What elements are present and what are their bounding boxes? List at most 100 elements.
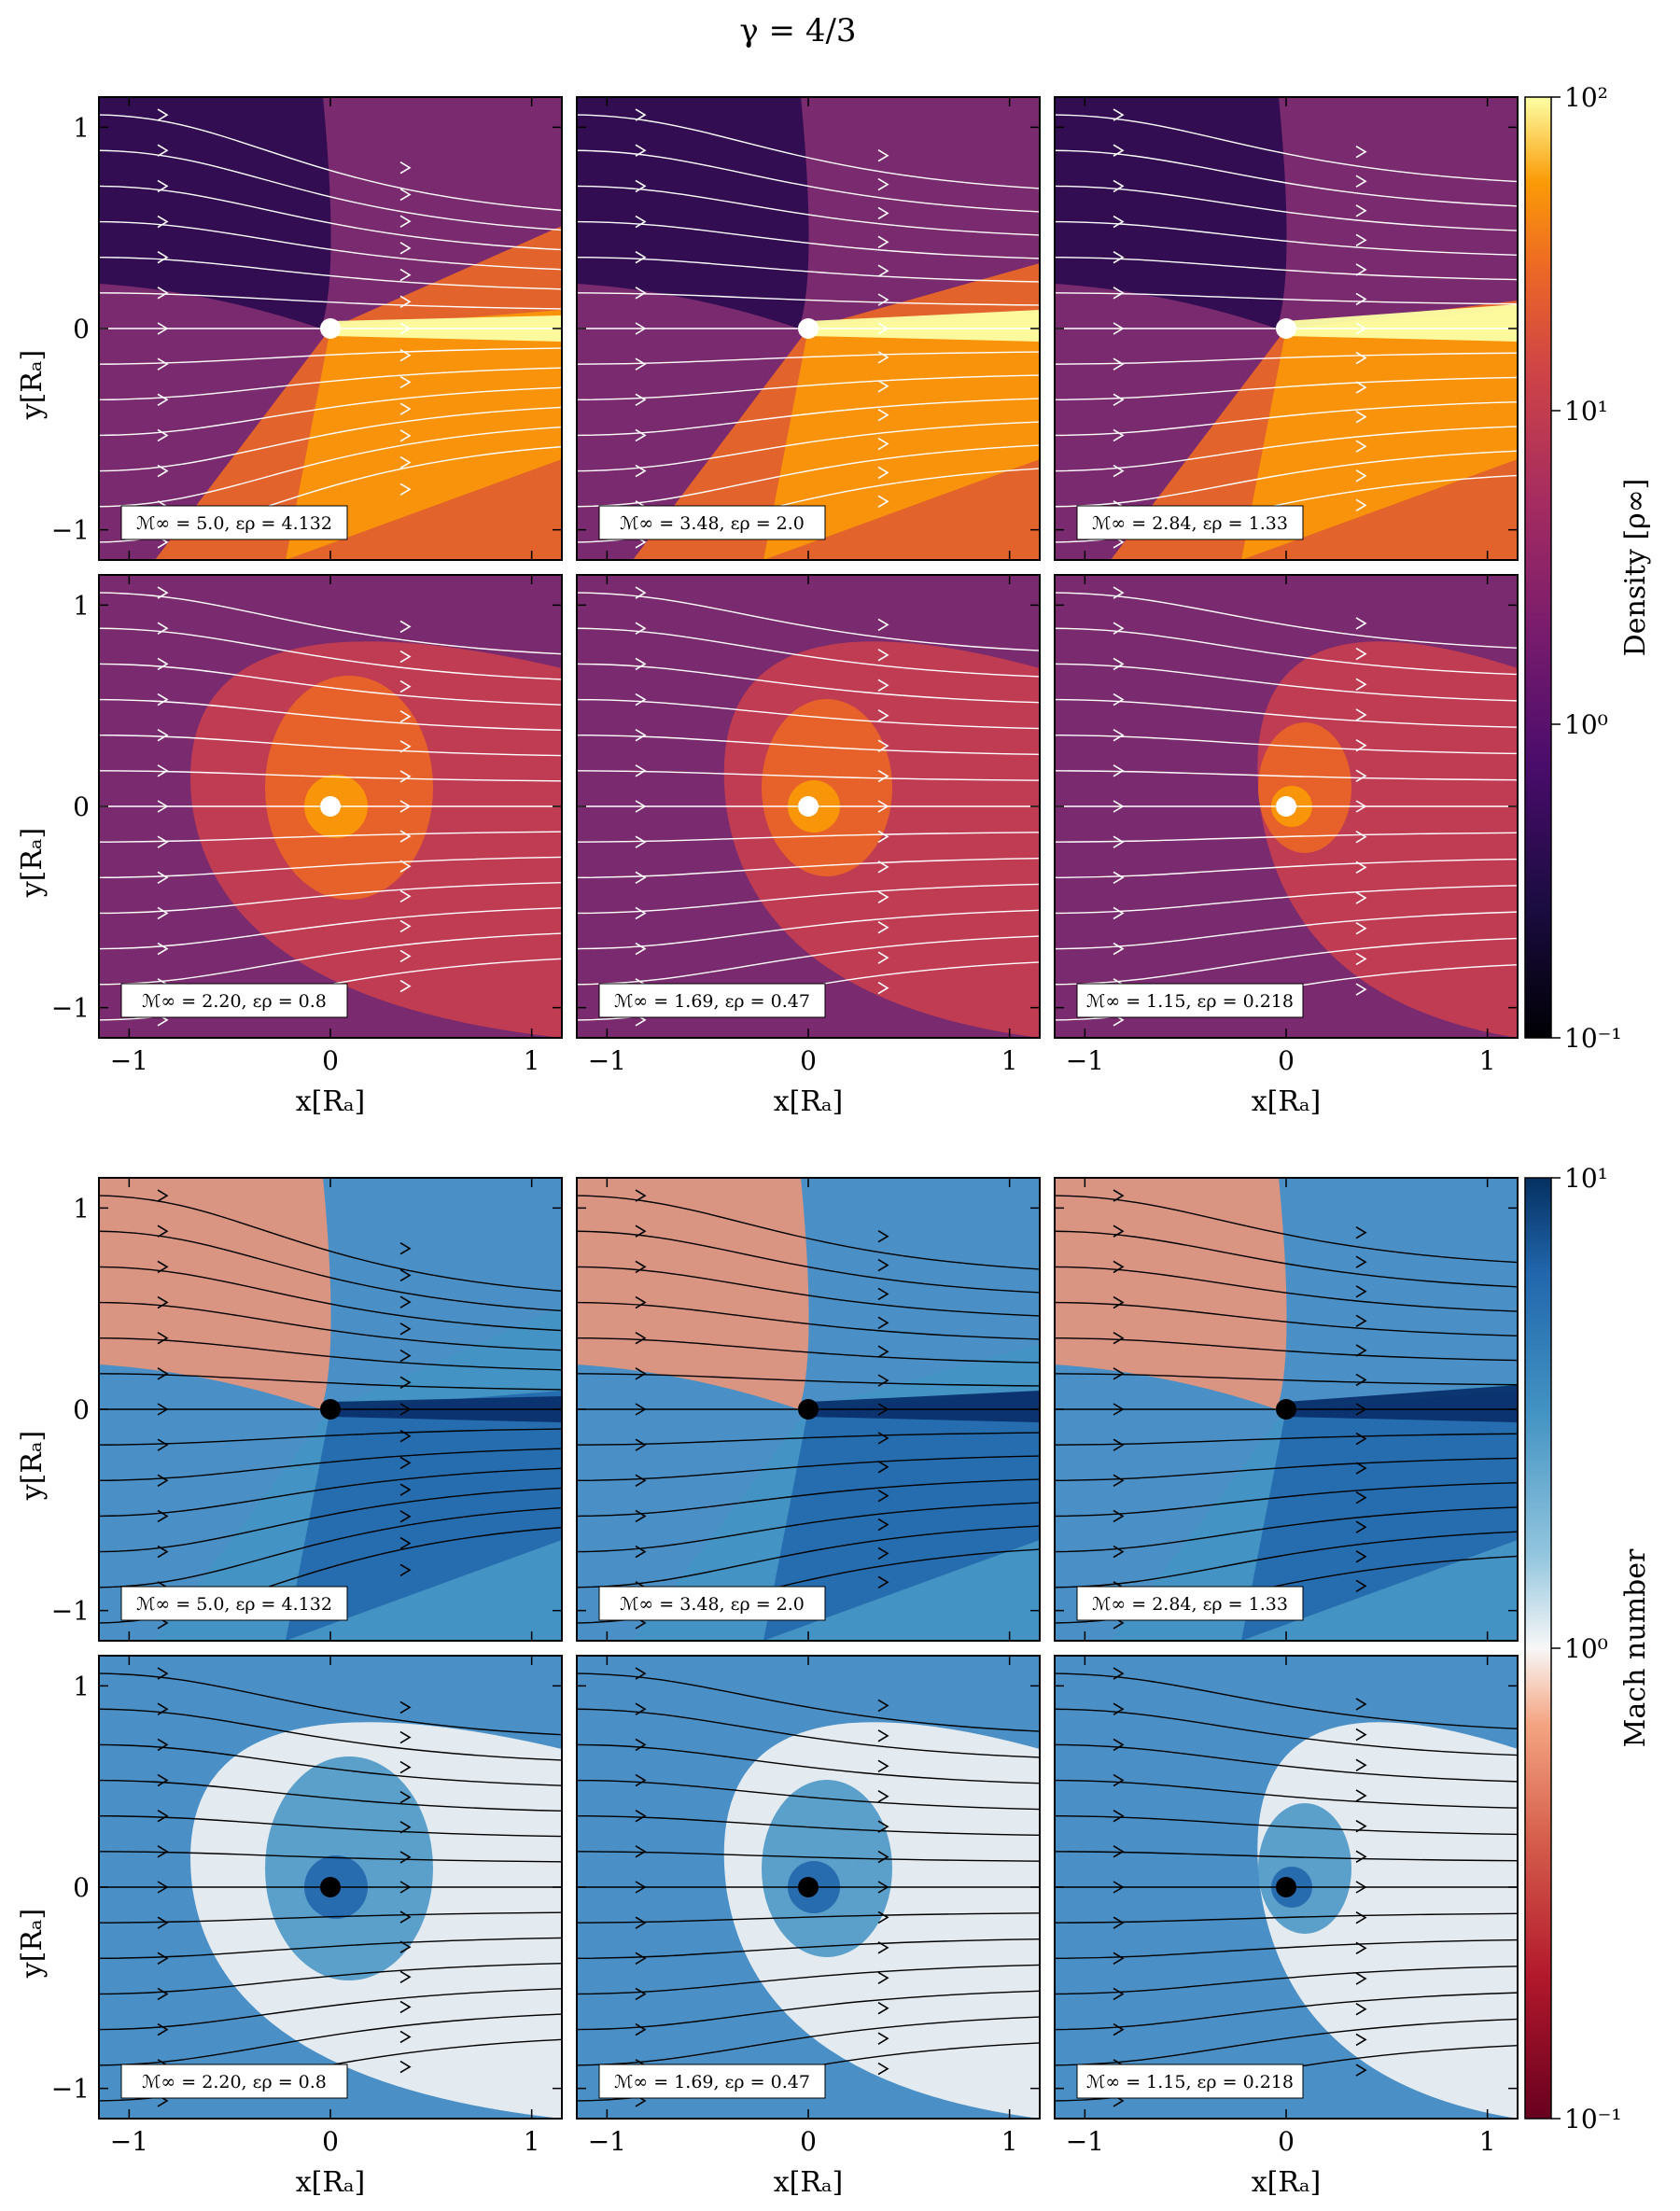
streamline (577, 1230, 1040, 1294)
panel-annotation: ℳ∞ = 2.84, ερ = 1.33 (1092, 1594, 1288, 1615)
streamline (99, 406, 562, 472)
streamline-arrow (635, 1474, 647, 1487)
streamline (1055, 858, 1518, 878)
streamline-arrow (877, 951, 889, 964)
panel-density-2: ℳ∞ = 3.48, ερ = 2.0 (576, 96, 1041, 561)
streamline-arrow (1113, 1881, 1125, 1894)
streamline-arrow (1113, 1224, 1125, 1238)
panel-annotation-box (1076, 2064, 1304, 2099)
streamline (577, 292, 1040, 306)
accretor-marker (320, 1399, 341, 1420)
streamline-arrow (1113, 108, 1125, 121)
streamline-arrow (1113, 942, 1125, 956)
x-axis-label: x[Rₐ] (296, 2166, 366, 2199)
streamline-arrow (157, 1738, 169, 1752)
accretion-line (808, 310, 1040, 342)
streamline-arrow (877, 1729, 889, 1742)
streamline (1055, 1912, 1518, 1924)
streamline-arrow (635, 764, 647, 777)
streamline-arrow (635, 800, 647, 813)
streamline-arrow (635, 1773, 647, 1787)
streamline (577, 444, 1040, 508)
accretor-marker (320, 1877, 341, 1897)
accretion-line (1286, 304, 1518, 342)
streamline (1055, 1266, 1518, 1312)
streamline-arrow (1355, 1225, 1367, 1239)
streamline-arrow (157, 1403, 169, 1416)
streamline (99, 592, 562, 655)
panel-mach-5: −1 0 1 x[Rₐ] ℳ∞ = 1.69, ερ = 0.47 (576, 1655, 1041, 2199)
wake-core (763, 1391, 1040, 1641)
streamline-arrow (635, 693, 647, 707)
envelope-region (1258, 1803, 1351, 1934)
streamline-arrow (1355, 1941, 1367, 1955)
streamline (577, 1195, 1040, 1270)
streamline-arrow (157, 357, 169, 371)
streamline-arrow (399, 1403, 412, 1416)
colorbar-tick-label: 10⁰ (1564, 1633, 1608, 1664)
streamline (1055, 832, 1518, 843)
streamline-arrow (399, 650, 412, 664)
streamline-arrow (1355, 1972, 1367, 1985)
streamline (99, 185, 562, 251)
panel-annotation: ℳ∞ = 1.69, ερ = 0.47 (614, 991, 810, 1012)
streamline (99, 735, 562, 757)
streamline-arrow (877, 1432, 889, 1445)
streamline-arrow (877, 618, 889, 632)
streamline-arrow (157, 287, 169, 300)
streamline-arrow (399, 2000, 412, 2014)
streamline-arrow (1113, 693, 1125, 707)
streamline-arrow (157, 1474, 169, 1487)
streamline-arrow (1355, 292, 1367, 306)
colorbar-tick-label: 10² (1564, 82, 1608, 113)
streamline-arrow (1355, 1819, 1367, 1833)
heatmap-field (577, 97, 1040, 560)
streamline-arrow (635, 215, 647, 229)
streamline-arrow (157, 1845, 169, 1858)
streamline-arrow (1113, 1438, 1125, 1451)
streamline (577, 149, 1040, 213)
panel-annotation: ℳ∞ = 2.20, ερ = 0.8 (142, 991, 327, 1012)
streamline-arrow (157, 871, 169, 884)
streamline-arrow (157, 393, 169, 406)
streamline-arrow (399, 919, 412, 933)
streamline-arrow (157, 144, 169, 157)
panel-annotation-box (120, 505, 348, 540)
streamline-arrow (157, 1260, 169, 1274)
accretor-marker (798, 318, 819, 339)
streamline (577, 185, 1040, 236)
streamline-arrow (157, 906, 169, 920)
streamline-arrow (877, 1971, 889, 1984)
streamline (1055, 1506, 1518, 1553)
streamline-arrow (1355, 1462, 1367, 1475)
heatmap-field (99, 1178, 562, 1641)
streamline-arrow (635, 2022, 647, 2036)
streamline-arrow (877, 1699, 889, 1713)
streamline (99, 1962, 562, 1995)
figure-title: γ = 4/3 (739, 12, 856, 49)
streamline-arrow (399, 1791, 412, 1804)
accretor-marker (320, 796, 341, 817)
y-tick-label: 1 (73, 1193, 90, 1224)
streamline-arrow (1113, 871, 1125, 884)
streamline-arrow (1113, 322, 1125, 335)
streamline-arrow (877, 206, 889, 220)
streamline-arrow (635, 657, 647, 671)
streamline (1055, 1851, 1518, 1862)
streamline-arrow (1355, 1520, 1367, 1533)
streamline-arrow (877, 1820, 889, 1833)
y-tick-label: 0 (73, 1872, 90, 1903)
streamline-arrow (399, 161, 412, 175)
streamline-arrow (1355, 1344, 1367, 1357)
streamline (99, 1937, 562, 1959)
streamline (577, 2016, 1040, 2066)
x-tick-label: −1 (110, 1045, 148, 1076)
streamline-arrow (1113, 2022, 1125, 2036)
x-tick-label: 1 (524, 2126, 540, 2157)
streamline-arrow (877, 2032, 889, 2045)
streamline (1055, 114, 1518, 183)
streamline-arrow (877, 709, 889, 722)
streamline-arrow (877, 739, 889, 752)
streamline (577, 909, 1040, 950)
streamline-arrow (877, 495, 889, 508)
